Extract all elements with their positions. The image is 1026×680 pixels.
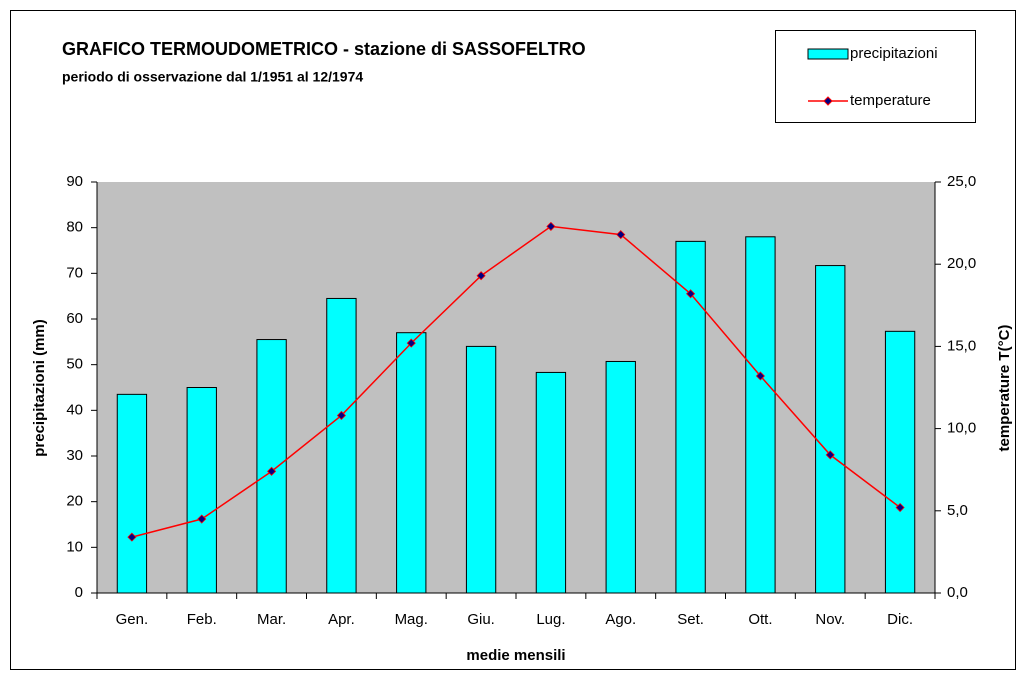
line-marker (686, 289, 696, 299)
y-tick-label: 60 (66, 310, 83, 327)
bar (326, 297, 357, 594)
bar (535, 371, 567, 594)
y-tick-label: 90 (66, 173, 83, 190)
bar (815, 265, 846, 594)
chart-subtitle: periodo di osservazione dal 1/1951 al 12… (62, 69, 363, 85)
legend-swatch (807, 48, 849, 60)
line-marker (895, 502, 905, 513)
x-tick-label: Apr. (328, 611, 355, 628)
temperature-line (131, 225, 901, 538)
legend-label: temperature (850, 92, 931, 109)
line-marker (267, 466, 277, 476)
x-tick-label: Ott. (748, 611, 772, 628)
legend-marker (823, 96, 833, 106)
x-tick-label: Dic. (887, 611, 913, 628)
y2-axis-label: temperature T(°C) (996, 325, 1013, 452)
bar (465, 345, 497, 594)
y-tick-label: 0 (75, 584, 83, 601)
y2-tick-label: 10,0 (947, 420, 976, 437)
bar (116, 393, 148, 594)
line-marker (197, 514, 207, 524)
y-tick-label: 70 (66, 264, 83, 281)
chart-title: GRAFICO TERMOUDOMETRICO - stazione di SA… (62, 39, 586, 59)
y2-tick-label: 0,0 (947, 584, 968, 601)
y2-tick-label: 25,0 (947, 173, 976, 190)
x-tick-label: Nov. (815, 611, 845, 628)
line-marker (755, 371, 765, 381)
x-tick-label: Feb. (187, 611, 217, 628)
bar (675, 240, 706, 594)
x-tick-label: Lug. (536, 611, 565, 628)
x-tick-label: Ago. (605, 611, 636, 628)
line-marker (336, 410, 346, 421)
bar (396, 332, 427, 594)
line-marker (825, 450, 835, 460)
y-tick-label: 50 (66, 356, 83, 373)
y-tick-label: 80 (66, 219, 83, 236)
bar (745, 236, 776, 594)
y-tick-label: 40 (66, 401, 83, 418)
line-marker (546, 221, 556, 231)
legend-box (775, 30, 976, 123)
bar (884, 330, 916, 594)
x-tick-label: Mag. (395, 611, 428, 628)
y2-tick-label: 5,0 (947, 502, 968, 519)
bar (605, 360, 636, 594)
plot-area (97, 182, 935, 593)
y2-tick-label: 20,0 (947, 255, 976, 272)
y-tick-label: 10 (66, 538, 83, 555)
x-axis-label: medie mensili (466, 647, 565, 664)
line-marker (616, 230, 626, 240)
legend-label: precipitazioni (850, 45, 938, 62)
bar (186, 387, 217, 594)
bar (256, 339, 287, 594)
x-tick-label: Mar. (257, 611, 286, 628)
x-tick-label: Giu. (467, 611, 495, 628)
y-axis-label: precipitazioni (mm) (31, 319, 48, 457)
line-marker (127, 532, 137, 542)
y-tick-label: 30 (66, 447, 83, 464)
y2-tick-label: 15,0 (947, 337, 976, 354)
y-tick-label: 20 (66, 493, 83, 510)
line-marker (476, 271, 486, 281)
line-marker (406, 338, 416, 348)
x-tick-label: Set. (677, 611, 704, 628)
x-tick-label: Gen. (116, 611, 149, 628)
